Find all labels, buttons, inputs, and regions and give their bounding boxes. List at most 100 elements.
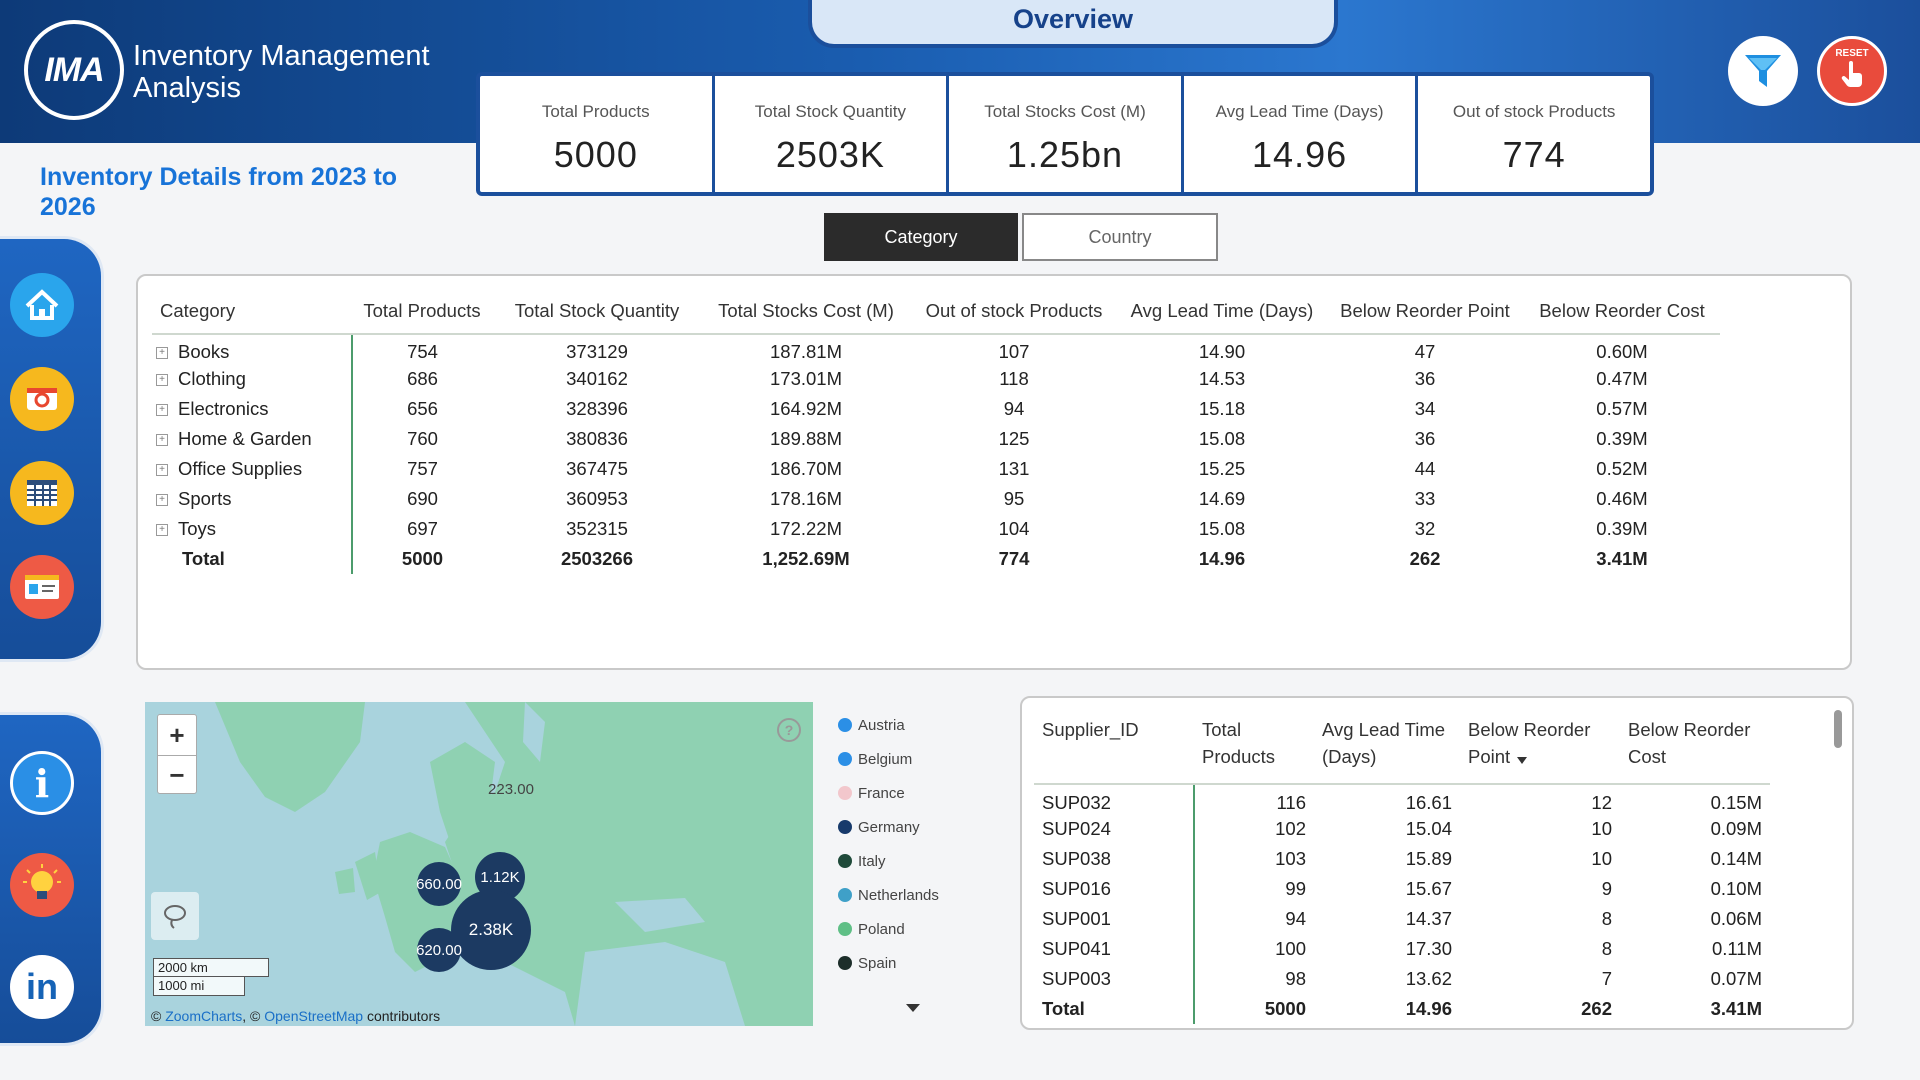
category-cell[interactable]: + Home & Garden (152, 424, 353, 454)
expand-icon[interactable]: + (156, 374, 168, 386)
col-header-below-reorder-point[interactable]: Below Reorder Point (1326, 288, 1524, 335)
table-cell: 94 (1003, 398, 1025, 419)
map-bubble[interactable]: 2.38K (451, 890, 531, 970)
category-name: Office Supplies (178, 458, 303, 479)
category-cell[interactable]: + Books (152, 334, 353, 364)
table-row[interactable]: SUP041 100 17.30 8 0.11M (1034, 934, 1770, 964)
table-cell: 367475 (566, 458, 628, 479)
table-cell: 360953 (566, 488, 628, 509)
table-icon (16, 467, 68, 519)
col-header-supplier-id[interactable]: Supplier_ID (1034, 708, 1194, 785)
col-header-category[interactable]: Category (152, 288, 352, 335)
tab-overview[interactable]: Overview (808, 0, 1338, 48)
table-cell: 340162 (566, 368, 628, 389)
expand-icon[interactable]: + (156, 494, 168, 506)
table-cell: 104 (998, 518, 1030, 539)
col-header-total-products[interactable]: Total Products (352, 288, 492, 335)
nav-camera[interactable] (10, 367, 74, 431)
nav-insights[interactable] (10, 853, 74, 917)
table-cell: 690 (407, 488, 438, 509)
legend-item[interactable]: Italy (838, 844, 968, 878)
category-cell[interactable]: + Sports (152, 484, 353, 514)
nav-table[interactable] (10, 461, 74, 525)
toggle-category-button[interactable]: Category (824, 213, 1018, 261)
lasso-select-button[interactable] (151, 892, 199, 940)
table-row[interactable]: SUP003 98 13.62 7 0.07M (1034, 964, 1770, 994)
table-row[interactable]: + Home & Garden 760 380836 189.88M 125 15… (152, 424, 1720, 454)
col-header-below-reorder-cost[interactable]: Below Reorder Cost (1524, 288, 1720, 335)
col-header-out-of-stock[interactable]: Out of stock Products (910, 288, 1118, 335)
zoom-in-button[interactable]: + (169, 719, 185, 750)
kpi-value: 774 (1502, 134, 1566, 175)
col-header-avg-lead-time[interactable]: Avg Lead Time (Days) (1314, 708, 1460, 785)
nav-home[interactable] (10, 273, 74, 337)
legend-item[interactable]: Netherlands (838, 878, 968, 912)
legend-item[interactable]: Germany (838, 810, 968, 844)
expand-icon[interactable]: + (156, 524, 168, 536)
reset-button[interactable]: RESET (1817, 36, 1887, 106)
table-cell: 8 (1601, 938, 1612, 959)
scale-km: 2000 km (153, 958, 269, 977)
legend-item[interactable]: Austria (838, 708, 968, 742)
table-row[interactable]: + Clothing 686 340162 173.01M 118 14.53 3… (152, 364, 1720, 394)
kpi-total-stock-quantity: Total Stock Quantity 2503K (711, 76, 947, 192)
table-row[interactable]: + Books 754 373129 187.81M 107 14.90 47 0… (152, 334, 1720, 364)
category-cell[interactable]: + Toys (152, 514, 353, 544)
table-row[interactable]: SUP038 103 15.89 10 0.14M (1034, 844, 1770, 874)
side-nav-top (0, 236, 104, 662)
toggle-country-button[interactable]: Country (1022, 213, 1218, 261)
expand-icon[interactable]: + (156, 346, 168, 359)
legend-dot (838, 752, 852, 766)
map-bubble[interactable]: 660.00 (416, 862, 462, 906)
kpi-value: 2503K (775, 134, 885, 175)
category-name: Sports (178, 488, 232, 509)
nav-info[interactable]: i (10, 751, 74, 815)
legend-more-chevron-down-icon[interactable] (906, 1004, 920, 1012)
table-row[interactable]: + Toys 697 352315 172.22M 104 15.08 32 0.… (152, 514, 1720, 544)
legend-label: Netherlands (858, 886, 939, 904)
expand-icon[interactable]: + (156, 404, 168, 416)
map-bubble[interactable]: 620.00 (416, 928, 462, 972)
col-header-avg-lead-time[interactable]: Avg Lead Time (Days) (1118, 288, 1326, 335)
filter-button[interactable] (1728, 36, 1798, 106)
kpi-total-products: Total Products 5000 (480, 76, 712, 192)
table-cell: 14.90 (1198, 340, 1246, 362)
table-row[interactable]: + Electronics 656 328396 164.92M 94 15.18… (152, 394, 1720, 424)
lasso-icon (164, 905, 186, 929)
europe-map[interactable]: 223.00 1.12K 660.00 2.38K 620.00 + − ? 2… (145, 702, 813, 1026)
col-header-below-reorder-cost[interactable]: Below Reorder Cost (1620, 708, 1770, 785)
table-row[interactable]: + Office Supplies 757 367475 186.70M 131 … (152, 454, 1720, 484)
total-cell: 5000 (1264, 998, 1306, 1019)
category-cell[interactable]: + Clothing (152, 364, 353, 394)
openstreetmap-link[interactable]: OpenStreetMap (264, 1008, 364, 1024)
table-cell: 15.08 (1198, 428, 1246, 449)
table-row[interactable]: SUP001 94 14.37 8 0.06M (1034, 904, 1770, 934)
category-cell[interactable]: + Office Supplies (152, 454, 353, 484)
table-row[interactable]: SUP024 102 15.04 10 0.09M (1034, 814, 1770, 844)
col-header-total-stocks-cost[interactable]: Total Stocks Cost (M) (702, 288, 910, 335)
map-help-icon[interactable]: ? (777, 718, 801, 742)
expand-icon[interactable]: + (156, 464, 168, 476)
total-label: Total (1034, 994, 1195, 1024)
table-row[interactable]: SUP016 99 15.67 9 0.10M (1034, 874, 1770, 904)
zoom-out-button[interactable]: − (158, 755, 196, 795)
zoomcharts-link[interactable]: ZoomCharts (165, 1008, 243, 1024)
legend-item[interactable]: Spain (838, 946, 968, 980)
legend-item[interactable]: Poland (838, 912, 968, 946)
camera-icon (16, 373, 68, 425)
nav-details[interactable] (10, 555, 74, 619)
legend-dot (838, 718, 852, 732)
category-cell[interactable]: + Electronics (152, 394, 353, 424)
table-row[interactable]: + Sports 690 360953 178.16M 95 14.69 33 0… (152, 484, 1720, 514)
col-header-below-reorder-point[interactable]: Below Reorder Point (1460, 708, 1620, 785)
expand-icon[interactable]: + (156, 434, 168, 446)
supplier-table-scrollbar[interactable] (1834, 710, 1842, 748)
table-cell: 47 (1414, 340, 1436, 362)
legend-item[interactable]: Belgium (838, 742, 968, 776)
nav-linkedin[interactable]: in (10, 955, 74, 1019)
col-header-total-stock-quantity[interactable]: Total Stock Quantity (492, 288, 702, 335)
legend-item[interactable]: France (838, 776, 968, 810)
col-header-total-products[interactable]: Total Products (1194, 708, 1314, 785)
map-bubble[interactable]: 223.00 (488, 780, 534, 798)
table-row[interactable]: SUP032 116 16.61 12 0.15M (1034, 784, 1770, 814)
